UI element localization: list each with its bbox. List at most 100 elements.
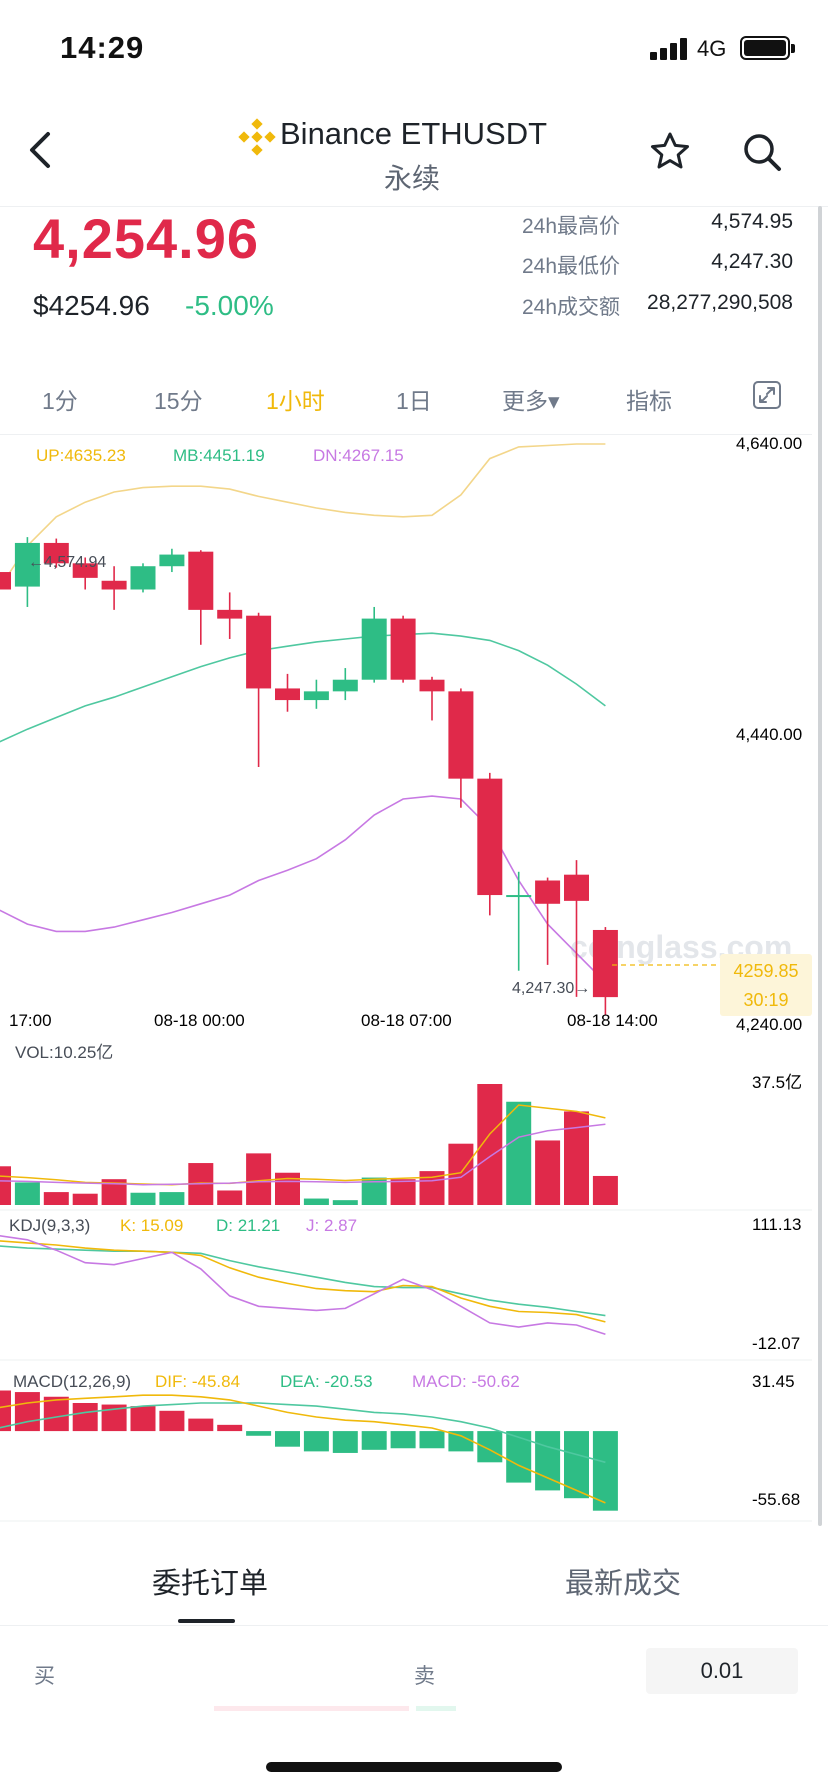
tab-indicators[interactable]: 指标 <box>626 388 672 414</box>
contract-type: 永续 <box>384 163 441 194</box>
volume-bar <box>14 1182 40 1205</box>
home-indicator[interactable] <box>266 1762 562 1772</box>
time-tick-2: 08-18 07:00 <box>361 1011 452 1030</box>
kdj-k-label: K: 15.09 <box>120 1216 183 1235</box>
boll-lower-line <box>0 795 606 983</box>
macd-histogram-bar <box>592 1431 618 1511</box>
macd-histogram-bar <box>14 1392 40 1432</box>
binance-logo-icon <box>238 118 276 156</box>
header-divider <box>0 206 828 207</box>
volume-bar <box>390 1179 416 1205</box>
kdj-j-line <box>0 1235 606 1336</box>
volume-bar <box>535 1140 561 1205</box>
candle-body <box>564 874 589 901</box>
back-icon[interactable] <box>22 128 62 172</box>
macd-histogram-bar <box>477 1431 503 1463</box>
macd-histogram-bar <box>0 1390 11 1432</box>
boll-mid-label: MB:4451.19 <box>173 446 265 465</box>
macd-histogram-bar <box>419 1431 445 1449</box>
macd-histogram-bar <box>217 1424 243 1432</box>
candle-body <box>332 679 358 692</box>
fullscreen-icon[interactable] <box>752 380 782 410</box>
volume-bar <box>506 1101 532 1205</box>
boll-up-label: UP:4635.23 <box>36 446 126 465</box>
volume-bar <box>159 1192 185 1205</box>
tab-1m[interactable]: 1分 <box>42 388 78 414</box>
macd-axis-max: 31.45 <box>752 1372 795 1391</box>
macd-histogram-bar <box>275 1431 300 1447</box>
candle-body <box>390 618 416 680</box>
tab-latest-trades[interactable]: 最新成交 <box>565 1568 682 1600</box>
volume-bar <box>592 1175 618 1205</box>
macd-name: MACD(12,26,9) <box>13 1372 131 1391</box>
macd-histogram-bar <box>246 1431 272 1436</box>
macd-histogram-bar <box>303 1431 329 1452</box>
volume-bar <box>0 1166 11 1205</box>
last-price: 4,254.96 <box>33 207 259 270</box>
macd-histogram-bar <box>506 1431 532 1483</box>
tabs-divider <box>0 434 812 435</box>
candle-body <box>361 618 387 680</box>
volume-axis-max: 37.5亿 <box>752 1073 802 1092</box>
candle-countdown: 30:19 <box>743 990 788 1010</box>
tab-more[interactable]: 更多▾ <box>502 382 560 416</box>
candle-body <box>72 563 98 578</box>
stat-value-turnover: 28,277,290,508 <box>647 291 793 314</box>
macd-histogram-bar <box>448 1431 474 1452</box>
candle-body <box>506 895 532 898</box>
dropdown-caret-icon: ▾ <box>548 388 560 414</box>
candle-body <box>275 688 300 701</box>
candle-body <box>188 551 214 610</box>
stat-value-low: 4,247.30 <box>711 250 793 273</box>
kdj-j-label: J: 2.87 <box>306 1216 357 1235</box>
volume-bar <box>72 1193 98 1205</box>
candle-body <box>217 609 243 619</box>
macd-histogram-bar <box>390 1431 416 1449</box>
kline-chart[interactable]: UP:4635.23 MB:4451.19 DN:4267.15 4,640.0… <box>0 436 828 1526</box>
time-tick-3: 08-18 14:00 <box>567 1011 658 1030</box>
price-axis-tick-top: 4,640.00 <box>736 436 802 453</box>
current-price-value: 4259.85 <box>733 961 798 981</box>
candle-body <box>303 691 329 701</box>
macd-histogram-bar <box>130 1406 156 1432</box>
macd-histogram-bar <box>159 1410 185 1432</box>
candle-body <box>477 778 503 896</box>
current-price-tag <box>720 954 812 1016</box>
tab-1d[interactable]: 1日 <box>396 388 432 414</box>
stat-label-low: 24h最低价 <box>522 255 621 278</box>
bottom-divider <box>0 1625 828 1626</box>
precision-selector[interactable]: 0.01 <box>646 1648 798 1694</box>
tab-1h[interactable]: 1小时 <box>266 388 325 414</box>
interval-tabs: 1分 15分 1小时 1日 更多▾ 指标 <box>0 382 828 428</box>
time-tick-0: 17:00 <box>9 1011 52 1030</box>
macd-dea-label: DEA: -20.53 <box>280 1372 373 1391</box>
macd-histogram-bar <box>564 1431 589 1499</box>
tab-more-label: 更多 <box>502 388 548 414</box>
battery-tip <box>791 44 795 53</box>
candle-body <box>0 572 11 590</box>
macd-dea-line <box>0 1402 606 1464</box>
macd-histogram-bar <box>43 1396 69 1432</box>
usd-price: $4254.96 <box>33 290 150 321</box>
stat-value-high: 4,574.95 <box>711 210 793 233</box>
search-icon[interactable] <box>740 130 784 174</box>
status-time: 14:29 <box>60 30 145 65</box>
favorite-star-icon[interactable] <box>648 130 692 174</box>
macd-dif-label: DIF: -45.84 <box>155 1372 240 1391</box>
boll-middle-line <box>0 632 606 743</box>
macd-group <box>0 1390 618 1511</box>
kdj-lines-group <box>0 1235 606 1336</box>
kdj-d-label: D: 21.21 <box>216 1216 280 1235</box>
tab-open-orders[interactable]: 委托订单 <box>152 1568 269 1600</box>
candles-group <box>0 443 618 1016</box>
macd-histogram-bar <box>535 1431 561 1491</box>
price-change-percent: -5.00% <box>185 290 274 321</box>
tab-15m[interactable]: 15分 <box>154 388 203 414</box>
candle-body <box>448 691 474 779</box>
volume-bar <box>332 1200 358 1205</box>
volume-bar <box>246 1153 272 1205</box>
battery-icon <box>740 36 790 60</box>
candle-body <box>101 580 127 590</box>
candle-body <box>159 554 185 567</box>
scrollbar[interactable] <box>818 206 822 1526</box>
